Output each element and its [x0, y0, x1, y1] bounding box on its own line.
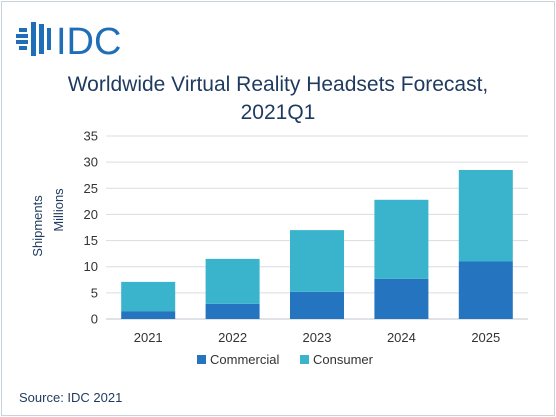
y-axis-unit: Millions — [51, 188, 66, 232]
x-tick-label: 2021 — [134, 330, 163, 345]
y-tick-label: 5 — [91, 285, 98, 300]
legend: Commercial Consumer — [197, 352, 374, 367]
bar-commercial-2022 — [205, 303, 260, 319]
chart-subtitle: 2021Q1 — [240, 101, 316, 124]
bar-consumer-2022 — [205, 258, 260, 304]
idc-globe-icon — [16, 22, 51, 56]
x-tick-label: 2025 — [471, 330, 500, 345]
bar-consumer-2021 — [121, 281, 176, 312]
x-tick-labels: 2021 2022 2023 2024 2025 — [134, 330, 501, 345]
legend-swatch-consumer — [300, 355, 309, 364]
source-note: Source: IDC 2021 — [19, 390, 123, 405]
bars — [121, 169, 513, 319]
y-tick-label: 35 — [84, 129, 98, 144]
chart-title: Worldwide Virtual Reality Headsets Forec… — [67, 73, 489, 96]
x-tick-label: 2023 — [303, 330, 332, 345]
y-tick-label: 20 — [84, 207, 98, 222]
y-axis-label: Shipments — [30, 195, 45, 257]
x-tick-label: 2024 — [387, 330, 416, 345]
y-tick-label: 30 — [84, 155, 98, 170]
bar-commercial-2025 — [458, 261, 513, 319]
x-tick-label: 2022 — [218, 330, 247, 345]
bar-consumer-2023 — [290, 230, 344, 292]
legend-swatch-commercial — [197, 355, 206, 364]
bar-commercial-2021 — [121, 311, 176, 319]
y-tick-labels: 0 5 10 15 20 25 30 35 — [84, 129, 98, 327]
bar-consumer-2024 — [374, 199, 429, 279]
legend-label-commercial: Commercial — [210, 352, 279, 367]
y-tick-label: 15 — [84, 233, 98, 248]
y-tick-label: 25 — [84, 181, 98, 196]
idc-logo: IDC — [16, 21, 121, 62]
bar-consumer-2025 — [458, 169, 513, 262]
bar-commercial-2023 — [290, 291, 344, 319]
y-tick-label: 0 — [91, 312, 98, 327]
y-tick-label: 10 — [84, 259, 98, 274]
bar-commercial-2024 — [374, 278, 429, 319]
logo-text: IDC — [56, 21, 121, 62]
legend-label-consumer: Consumer — [313, 352, 374, 367]
